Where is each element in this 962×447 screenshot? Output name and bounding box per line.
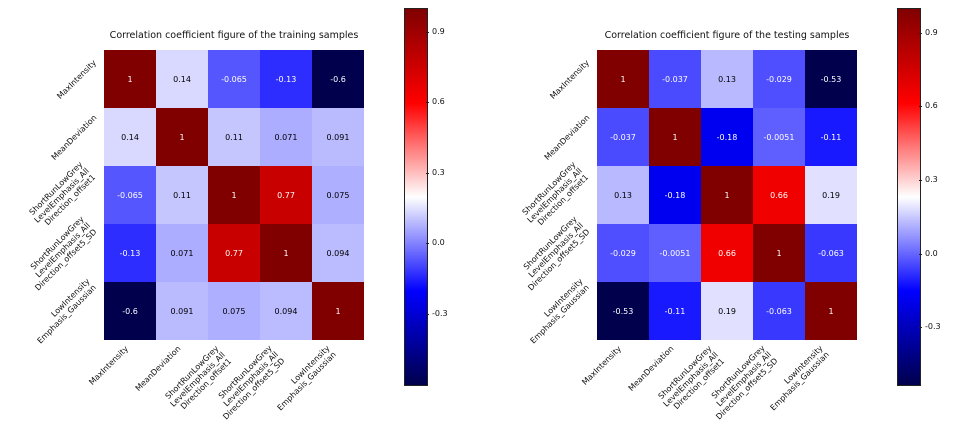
heatmap-cell: 1 (104, 50, 156, 108)
heatmap-cell: 1 (753, 224, 805, 282)
heatmap-cell: 0.094 (312, 224, 364, 282)
heatmap-cell: 0.075 (312, 166, 364, 224)
heatmap-cell: 0.091 (156, 282, 208, 340)
x-tick-label: ShortRunLowGrey LevelEmphasis_All Direct… (709, 343, 780, 422)
heatmap-cell: 1 (649, 108, 701, 166)
heatmap-cell: -0.18 (649, 166, 701, 224)
heatmap: 1 0.14 -0.065 -0.13 -0.6 0.14 1 0.11 0.071 0.091-… (104, 50, 364, 340)
heatmap-cell: 1 (805, 282, 857, 340)
heatmap-cell: 1 (156, 108, 208, 166)
heatmap-cell: -0.063 (805, 224, 857, 282)
colorbar-tick-label: 0.6 (925, 101, 938, 111)
colorbar-tick-label: 0.0 (432, 238, 445, 247)
heatmap-cell: -0.037 (649, 50, 701, 108)
heatmap-cell: -0.11 (805, 108, 857, 166)
colorbar-tick-label: 0.3 (432, 167, 445, 177)
heatmap-cell: 0.071 (156, 224, 208, 282)
y-tick-label: MaxIntensity (548, 57, 592, 101)
heatmap-cell: 0.13 (597, 166, 649, 224)
heatmap-cell: 0.071 (260, 108, 312, 166)
chart-title: Correlation coefficient figure of the te… (604, 30, 850, 41)
chart-title: Correlation coefficient figure of the tr… (109, 30, 359, 41)
heatmap-cell: 0.19 (701, 282, 753, 340)
heatmap-cell: 0.66 (701, 224, 753, 282)
figure-testing-samples: Correlation coefficient figure of the te… (493, 0, 962, 447)
heatmap-cell: 1 (260, 224, 312, 282)
heatmap-cell: -0.53 (805, 50, 857, 108)
colorbar (404, 8, 428, 386)
heatmap-cell: 0.66 (753, 166, 805, 224)
colorbar (897, 8, 921, 386)
heatmap-cell: 1 (597, 50, 649, 108)
x-tick-label: ShortRunLowGrey LevelEmphasis_All Direct… (216, 343, 287, 422)
colorbar-tick-label: 0.9 (925, 27, 938, 37)
heatmap-cell: -0.063 (753, 282, 805, 340)
heatmap-cell: -0.13 (104, 224, 156, 282)
x-tick-label: LowIntensity Emphasis_Gaussian (768, 343, 832, 413)
heatmap-cell: -0.037 (597, 108, 649, 166)
heatmap-cell: -0.065 (104, 166, 156, 224)
heatmap-cell: -0.0051 (649, 224, 701, 282)
heatmap-cell: 0.13 (701, 50, 753, 108)
x-tick-label: ShortRunLowGrey LevelEmphasis_All Direct… (163, 344, 234, 412)
y-tick-label: MeanDeviation (542, 112, 592, 162)
heatmap-cell: 0.19 (805, 166, 857, 224)
y-tick-label: ShortRunLowGrey LevelEmphasis_All Direct… (27, 159, 98, 227)
heatmap-cell: -0.029 (753, 50, 805, 108)
heatmap-cell: 1 (701, 166, 753, 224)
heatmap-cell: 0.14 (156, 50, 208, 108)
colorbar-tick-label: 0.3 (925, 175, 938, 185)
heatmap-cell: 0.14 (104, 108, 156, 166)
y-tick-label: MaxIntensity (55, 57, 99, 101)
colorbar-tick-label: 0.6 (432, 97, 445, 106)
heatmap-cell: 1 (208, 166, 260, 224)
colorbar-tick-label: 0.9 (432, 26, 445, 36)
colorbar-tick-label: -0.3 (432, 308, 448, 318)
y-tick-label: ShortRunLowGrey LevelEmphasis_All Direct… (520, 159, 591, 227)
heatmap-cell: -0.18 (701, 108, 753, 166)
heatmap-cell: -0.13 (260, 50, 312, 108)
colorbar-tick-label: 0.0 (925, 248, 938, 258)
y-tick-label: LowIntensity Emphasis_Gaussian (35, 276, 99, 346)
heatmap-cell: -0.53 (597, 282, 649, 340)
heatmap-cell: -0.065 (208, 50, 260, 108)
y-tick-label: ShortRunLowGrey LevelEmphasis_All Direct… (28, 214, 99, 292)
x-tick-label: LowIntensity Emphasis_Gaussian (275, 343, 339, 413)
heatmap-cell: 0.094 (260, 282, 312, 340)
heatmap-cell: 0.77 (208, 224, 260, 282)
y-tick-label: ShortRunLowGrey LevelEmphasis_All Direct… (521, 214, 592, 292)
heatmap-cell: -0.029 (597, 224, 649, 282)
heatmap-cell: 0.11 (208, 108, 260, 166)
heatmap-cell: 0.11 (156, 166, 208, 224)
y-tick-label: MeanDeviation (49, 112, 99, 162)
x-tick-label: ShortRunLowGrey LevelEmphasis_All Direct… (656, 344, 727, 412)
heatmap-cell: -0.6 (104, 282, 156, 340)
heatmap-cell: -0.11 (649, 282, 701, 340)
x-tick-label: MeanDeviation (626, 343, 676, 393)
heatmap-cell: -0.6 (312, 50, 364, 108)
y-tick-label: LowIntensity Emphasis_Gaussian (528, 276, 592, 346)
figure-training-samples: Correlation coefficient figure of the tr… (0, 0, 469, 447)
colorbar-tick-label: -0.3 (925, 322, 941, 332)
heatmap-cell: 0.075 (208, 282, 260, 340)
x-tick-label: MaxIntensity (580, 343, 624, 387)
heatmap-cell: -0.0051 (753, 108, 805, 166)
heatmap-cell: 0.091 (312, 108, 364, 166)
x-tick-label: MaxIntensity (87, 343, 131, 387)
x-tick-label: MeanDeviation (133, 343, 183, 393)
heatmap-cell: 1 (312, 282, 364, 340)
heatmap-cell: 0.77 (260, 166, 312, 224)
heatmap: 1 -0.037 0.13 -0.029 -0.53 -0.037 1 -0.18 -0.005… (597, 50, 857, 340)
